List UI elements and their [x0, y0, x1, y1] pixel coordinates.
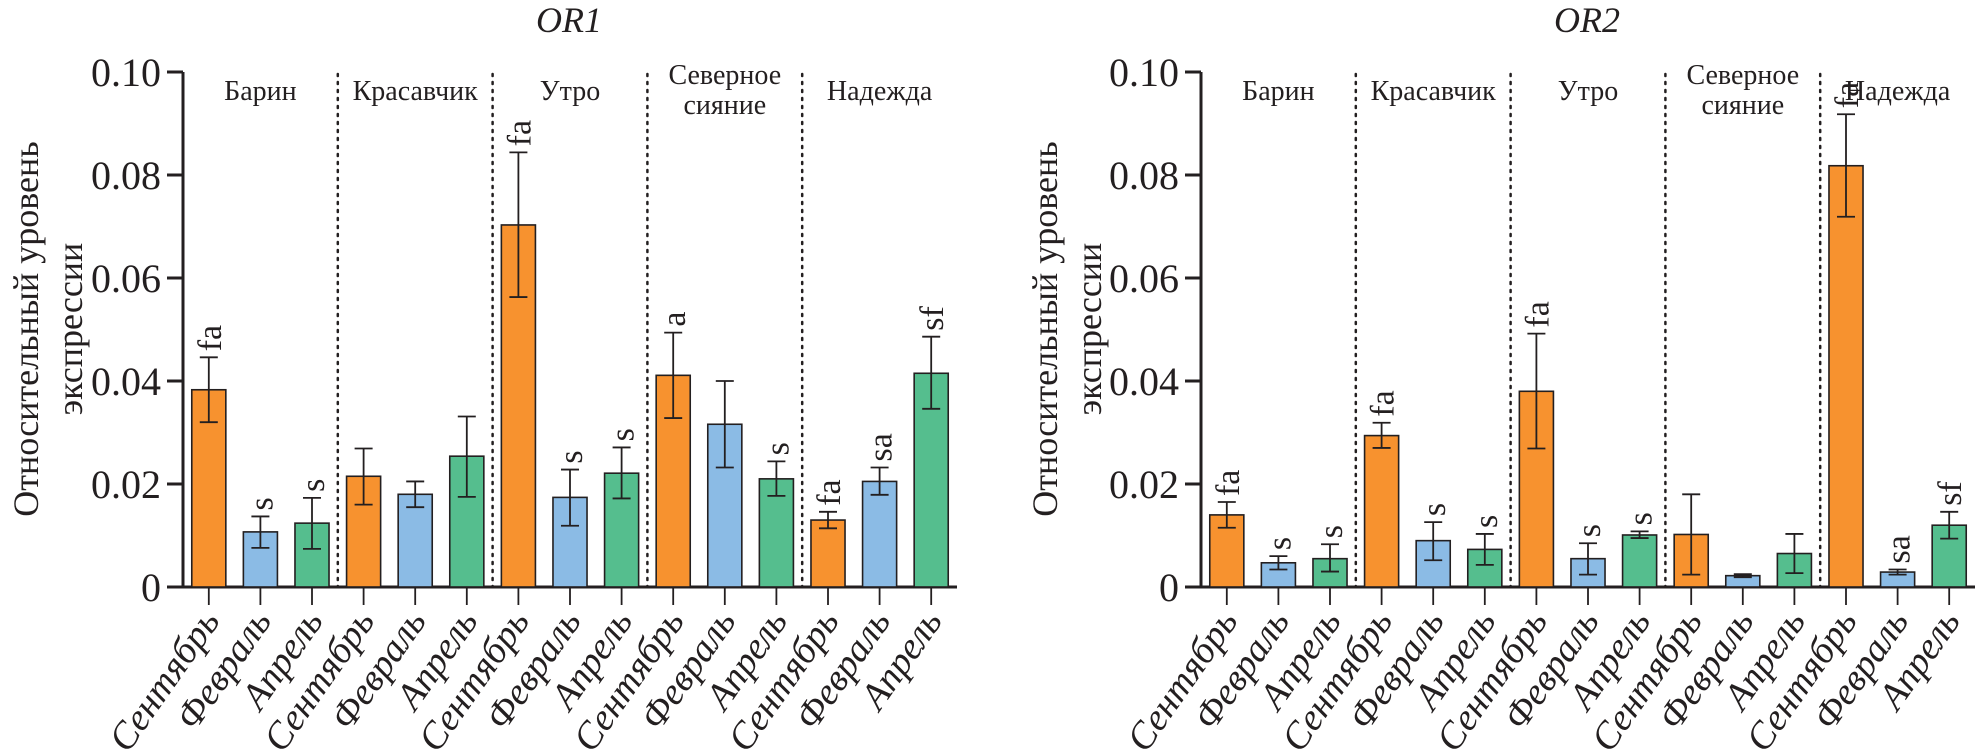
y-tick-label: 0.08 [1109, 153, 1179, 198]
bar [1363, 434, 1400, 588]
y-tick-label: 0.02 [1109, 462, 1179, 507]
y-tick-label: 0.10 [91, 50, 161, 95]
chart-title-or1: OR1 [536, 0, 602, 40]
y-tick-label: 0.04 [1109, 359, 1179, 404]
group-label: Барин [224, 76, 296, 107]
group-label: Северное [668, 60, 781, 91]
y-tick-label: 0.04 [91, 359, 161, 404]
y-axis-label-line1-or2: Относительный уровень [1025, 141, 1065, 516]
y-axis-label-line2-or2: экспрессии [1069, 243, 1109, 416]
y-tick-label: 0.06 [91, 256, 161, 301]
bar [1828, 164, 1864, 588]
bar [397, 493, 434, 588]
group-label: Барин [1242, 76, 1314, 107]
bar [861, 480, 898, 588]
y-axis-label-line2-or1: экспрессии [50, 243, 90, 416]
significance-label: s [553, 450, 590, 463]
group-label: Надежда [1845, 76, 1951, 107]
group-label: Северное [1686, 60, 1799, 91]
group-label: сияние [1701, 90, 1784, 121]
y-tick-label: 0.02 [91, 462, 161, 507]
y-tick-label: 0.08 [91, 153, 161, 198]
significance-label: fa [1829, 82, 1866, 108]
significance-label: a [656, 311, 693, 326]
panel-or2: OR2 Относительный уровень экспрессии 0 0.… [1025, 0, 1975, 749]
y-tick-label: 0.06 [1109, 256, 1179, 301]
significance-label: fa [192, 325, 229, 351]
y-tick-label: 0.10 [1109, 50, 1179, 95]
group-label: сияние [683, 90, 766, 121]
significance-label: fa [1519, 301, 1556, 327]
chart-title-or2: OR2 [1554, 0, 1620, 40]
significance-label: s [1468, 515, 1505, 528]
y-tick-label: 0 [141, 565, 161, 610]
bar [1621, 534, 1658, 588]
significance-label: s [1416, 503, 1453, 516]
significance-label: sa [863, 433, 900, 461]
significance-label: sf [1932, 481, 1969, 506]
significance-label: sf [914, 305, 951, 330]
significance-label: s [295, 479, 332, 492]
significance-label: s [1261, 537, 1298, 550]
bar [552, 496, 588, 588]
panel-or1: OR1 Относительный уровень экспрессии 0 0.… [6, 0, 957, 749]
significance-label: s [1313, 525, 1350, 538]
significance-label: fa [1365, 390, 1402, 416]
y-axis-label-line1-or1: Относительный уровень [6, 141, 46, 516]
significance-label: fa [811, 479, 848, 505]
group-label: Утро [1558, 76, 1618, 107]
significance-label: s [605, 428, 642, 441]
significance-label: sa [1881, 535, 1918, 563]
significance-label: s [759, 442, 796, 455]
group-label: Красавчик [1371, 76, 1497, 107]
bar [810, 519, 846, 588]
group-label: Надежда [827, 76, 933, 107]
group-label: Красавчик [353, 76, 479, 107]
significance-label: fa [1210, 470, 1247, 496]
significance-label: fa [501, 120, 538, 146]
significance-label: s [243, 497, 280, 510]
group-label: Утро [540, 76, 600, 107]
significance-label: s [1571, 524, 1608, 537]
y-tick-label: 0 [1159, 565, 1179, 610]
significance-label: s [1623, 512, 1660, 525]
